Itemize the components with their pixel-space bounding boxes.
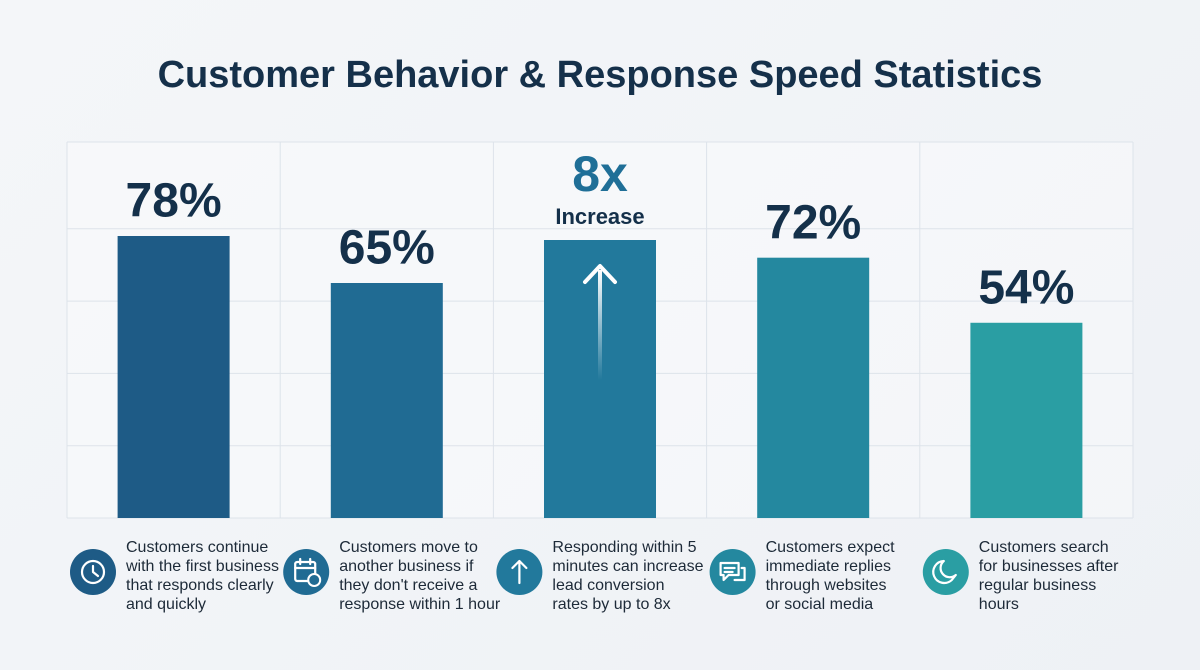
icon-arrow xyxy=(511,559,528,585)
description-line: immediate replies xyxy=(766,558,891,575)
description-line: regular business xyxy=(979,577,1096,594)
icon-chat xyxy=(719,561,740,582)
description-line: another business if xyxy=(339,558,474,575)
description-line: minutes can increase xyxy=(552,558,703,575)
description-line: that responds clearly xyxy=(126,577,274,594)
description-line: Customers search xyxy=(979,539,1109,556)
bar xyxy=(970,322,1083,518)
icon-calendar xyxy=(294,560,317,583)
icon-chat-lines xyxy=(723,566,746,582)
chart-title: Customer Behavior & Response Speed Stati… xyxy=(158,54,1043,96)
description-line: Customers move to xyxy=(339,539,478,556)
bars xyxy=(117,236,1083,518)
icon-clock-hands xyxy=(91,564,100,578)
annotation-value: 8x xyxy=(572,146,628,202)
labels: 78% Customers continue with the first busi… xyxy=(70,146,1119,613)
description-line: and quickly xyxy=(126,596,206,613)
annotation-text: Increase xyxy=(555,204,644,229)
arrow-head xyxy=(583,264,617,284)
description-line: response within 1 hour xyxy=(339,596,501,613)
description-line: or social media xyxy=(766,596,874,613)
description-line: with the first business xyxy=(125,558,279,575)
icon-clock xyxy=(80,559,106,585)
description-line: Customers expect xyxy=(766,539,895,556)
description-line: rates by up to 8x xyxy=(552,596,670,613)
description-line: Responding within 5 xyxy=(552,539,696,556)
value-label: 78% xyxy=(126,175,222,228)
description-line: lead conversion xyxy=(552,577,664,594)
icon-circle xyxy=(922,549,969,595)
bar xyxy=(117,236,230,518)
description-line: Customers continue xyxy=(126,539,268,556)
value-label: 72% xyxy=(765,196,861,249)
description-line: they don't receive a xyxy=(339,577,477,594)
bar xyxy=(330,283,443,518)
description-line: hours xyxy=(979,596,1019,613)
value-label: 65% xyxy=(339,222,435,275)
bar xyxy=(757,257,870,518)
value-label: 54% xyxy=(978,261,1074,314)
arrow-shaft xyxy=(598,270,602,380)
description-line: for businesses after xyxy=(979,558,1119,575)
icon-calendar-top xyxy=(294,557,317,570)
icon-circle xyxy=(283,549,330,595)
description-line: through websites xyxy=(766,577,887,594)
icon-calendar-clock xyxy=(307,573,322,587)
icon-moon xyxy=(932,559,957,585)
